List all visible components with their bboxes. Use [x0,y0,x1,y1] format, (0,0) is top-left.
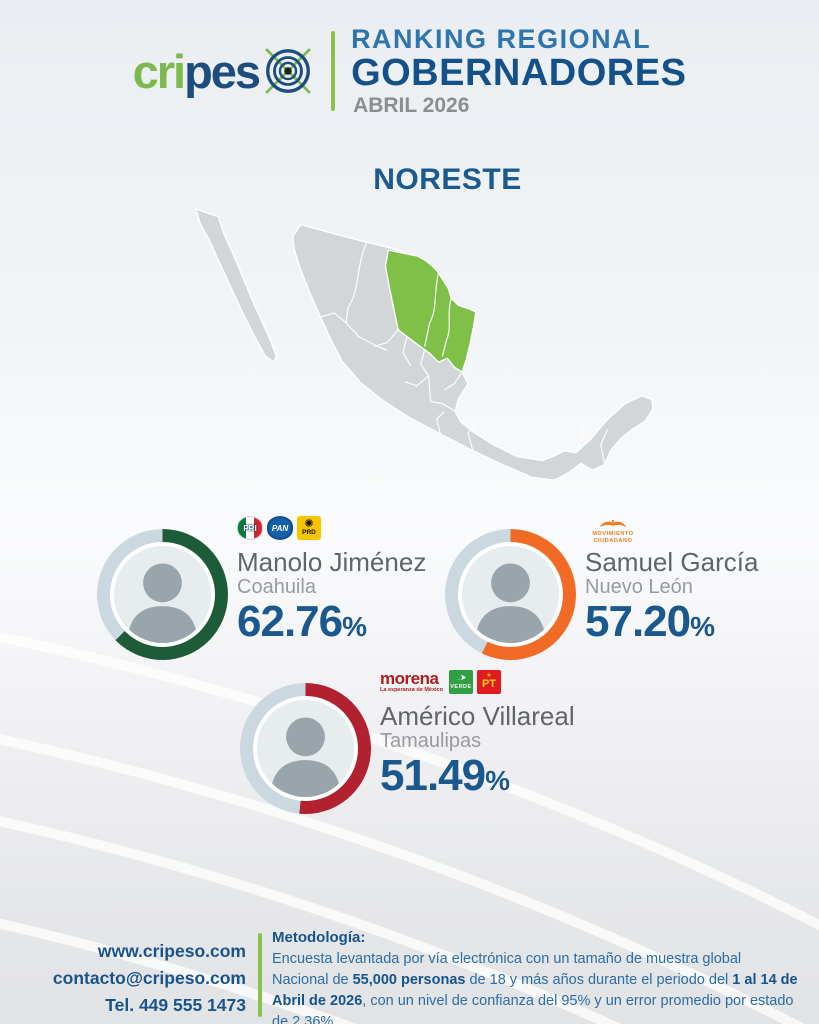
header: cri pes RANKING REGIONAL GOBERNADORES AB… [0,24,819,118]
governor-card-samuel-garcia: MOVIMIENTO CIUDADANO Samuel García Nuevo… [445,516,758,660]
approval-donut [240,683,371,814]
header-divider [331,31,336,112]
brand-text-blue: pes [184,44,261,98]
governor-name: Manolo Jiménez [237,547,427,577]
approval-ring [97,529,228,660]
pri-logo-icon: PRI [237,516,263,540]
party-logos: MOVIMIENTO CIUDADANO [585,516,758,548]
subtitle-date: ABRIL 2026 [353,94,470,118]
toucan-icon [457,674,466,681]
phone: Tel. 449 555 1473 [105,995,246,1016]
pan-logo-icon: PAN [267,516,293,540]
methodology-text: Encuesta levantada por vía electrónica c… [272,951,798,1024]
methodology-block: Metodología: Encuesta levantada por vía … [272,929,800,1024]
map-mainland [292,223,654,481]
portrait-photo [114,546,211,643]
eagle-icon [599,520,627,528]
map-noreste-inner-borders [424,272,452,357]
target-crosshair-icon [265,48,311,95]
portrait-photo [257,700,354,797]
governor-state: Nuevo León [585,576,693,599]
pt-logo-icon: ★ PT [476,670,501,694]
map-state-borders [320,241,609,465]
map-baja-california [194,208,277,363]
approval-ring [240,683,371,814]
map-region-noreste [384,249,477,373]
party-logos: morena La esperanza de México VERDE ★ PT [380,670,575,702]
governor-card-manolo-jimenez: PRI PAN ✺ PRD Manolo Jiménez Coahuila 62.… [97,516,426,660]
approval-percentage: 51.49% [380,751,511,801]
approval-donut [445,529,576,660]
approval-percentage: 62.76% [237,597,368,647]
mexico-map [163,197,655,492]
partido-verde-logo-icon: VERDE [448,670,473,694]
website: www.cripeso.com [97,941,246,961]
footer-divider [258,933,262,1017]
title-line2: GOBERNADORES [351,51,687,94]
portrait-photo [462,546,559,643]
prd-logo-icon: ✺ PRD [297,516,321,540]
approval-ring [445,529,576,660]
governor-state: Coahuila [237,576,316,599]
governor-state: Tamaulipas [380,730,482,753]
governor-name: Américo Villareal [380,701,575,731]
contact-block: www.cripeso.com contacto@cripeso.com Tel… [18,938,246,1019]
cripeso-logo: cri pes [133,44,316,98]
governor-card-americo-villareal: morena La esperanza de México VERDE ★ PT … [240,670,575,814]
approval-donut [97,529,228,660]
party-logos: PRI PAN ✺ PRD [237,516,426,548]
email: contacto@cripeso.com [52,968,246,989]
approval-percentage: 57.20% [585,597,716,647]
title-line1: RANKING REGIONAL [351,24,652,54]
morena-logo-icon: morena La esperanza de México [380,669,443,693]
header-titles: RANKING REGIONAL GOBERNADORES ABRIL 2026 [351,24,687,118]
region-title: NORESTE [373,163,522,196]
brand-text-green: cri [132,44,186,98]
methodology-title: Metodología: [272,929,366,946]
governor-name: Samuel García [585,547,759,577]
movimiento-ciudadano-logo-icon: MOVIMIENTO CIUDADANO [585,516,641,544]
